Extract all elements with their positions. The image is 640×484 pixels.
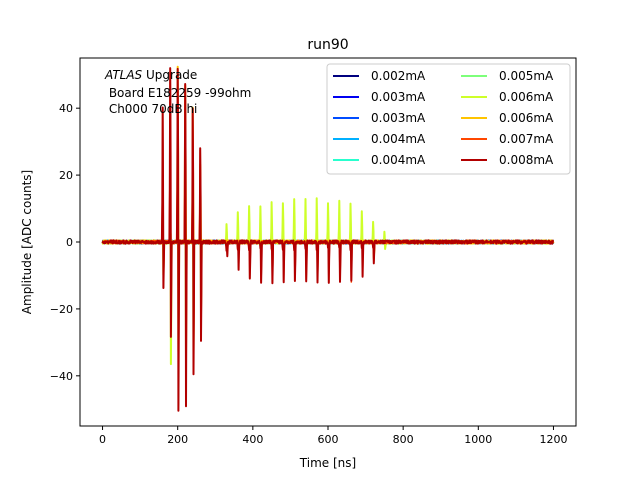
series-layer (101, 65, 555, 412)
legend-label: 0.006mA (499, 111, 554, 125)
x-tick-label: 1000 (464, 433, 492, 446)
legend-label: 0.003mA (371, 111, 426, 125)
y-tick-label: −20 (50, 303, 73, 316)
y-tick-label: 40 (59, 102, 73, 115)
x-tick-label: 800 (393, 433, 414, 446)
legend-label: 0.004mA (371, 132, 426, 146)
legend-label: 0.007mA (499, 132, 554, 146)
annotation-line-2: Board E182259 -99ohm (105, 86, 251, 100)
y-tick-label: −40 (50, 370, 73, 383)
legend-label: 0.004mA (371, 153, 426, 167)
y-axis-label: Amplitude [ADC counts] (20, 170, 34, 314)
legend-label: 0.005mA (499, 69, 554, 83)
legend-label: 0.002mA (371, 69, 426, 83)
chart-title: run90 (307, 37, 348, 53)
x-tick-label: 0 (99, 433, 106, 446)
annotation-atlas: ATLAS (104, 68, 143, 82)
annotation-line-3: Ch000 70dB hi (105, 102, 197, 116)
ticks-layer: 0 200 400 600 800 1000 1200 −40 −20 0 20 40 (50, 102, 568, 446)
x-axis-label: Time [ns] (299, 456, 356, 470)
legend-label: 0.006mA (499, 90, 554, 104)
legend-label: 0.008mA (499, 153, 554, 167)
series-line-10 (101, 67, 555, 412)
x-tick-label: 600 (318, 433, 339, 446)
y-tick-label: 0 (66, 236, 73, 249)
legend-box (326, 63, 571, 175)
x-tick-label: 400 (242, 433, 263, 446)
x-tick-label: 200 (167, 433, 188, 446)
y-tick-label: 20 (59, 169, 73, 182)
annotation-upgrade: Upgrade (142, 68, 197, 82)
legend: 0.002mA 0.003mA 0.003mA 0.004mA 0.004mA 0.005… (326, 63, 571, 175)
x-tick-label: 1200 (539, 433, 567, 446)
annotation: ATLAS Upgrade Board E182259 -99ohm Ch000… (104, 68, 251, 116)
legend-label: 0.003mA (371, 90, 426, 104)
annotation-line-1: ATLAS Upgrade (104, 68, 197, 82)
